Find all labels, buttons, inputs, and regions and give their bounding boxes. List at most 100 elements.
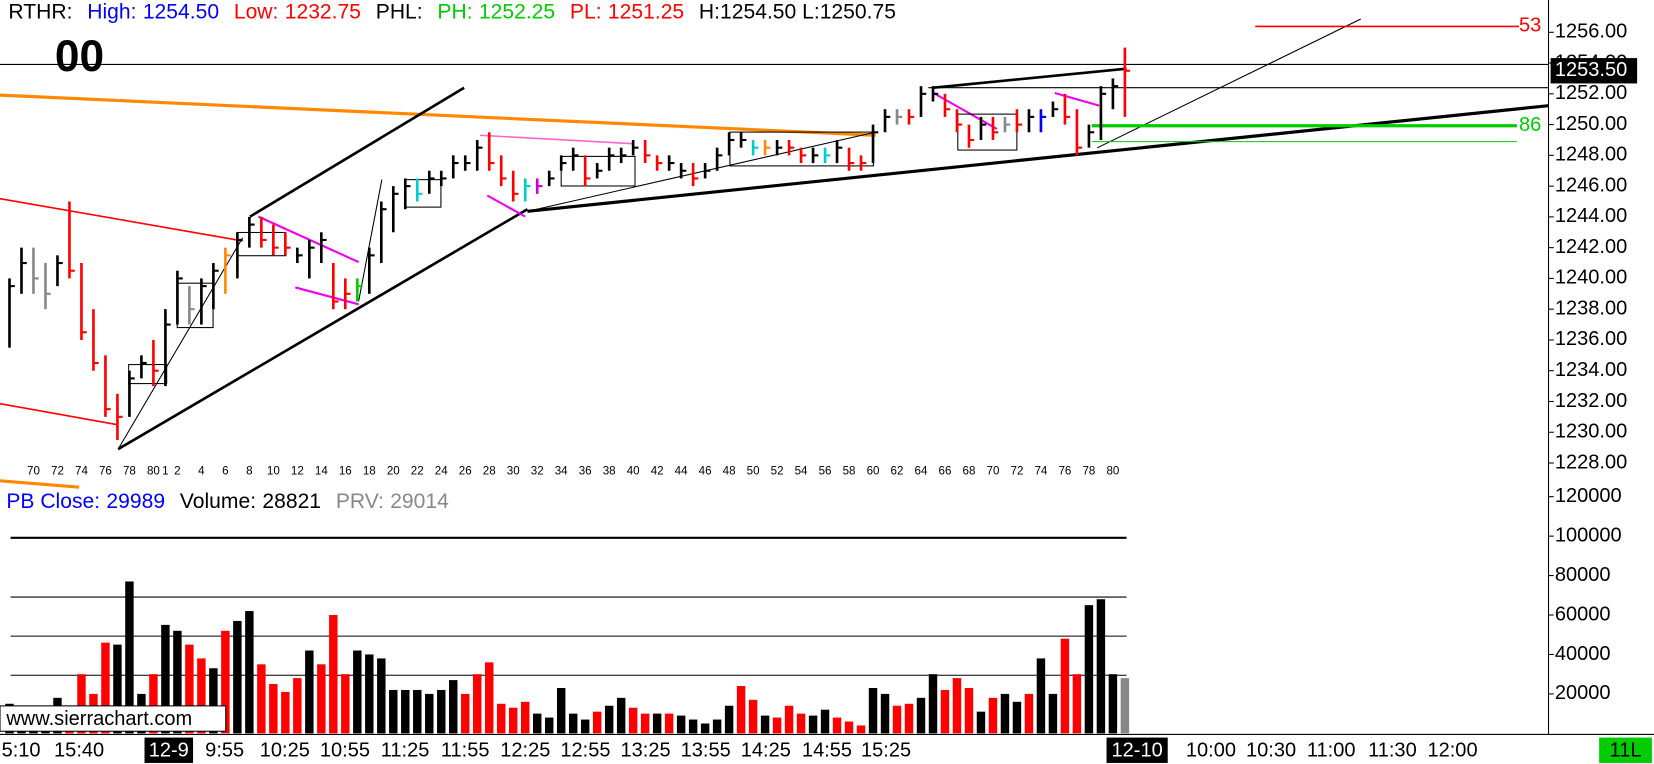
price-bar [559,155,567,171]
price-bar [835,139,843,164]
volume-bar [808,715,818,734]
price-bar [391,186,399,233]
price-bar [535,178,543,194]
x-tick-label: 10 [267,464,280,477]
header-text: PRV: [336,490,384,513]
volume-bar [485,662,494,734]
header-text: 1254.50 [143,0,219,23]
x-tick-label: 28 [483,464,496,477]
price-bar [955,109,963,133]
volume-bar [988,697,998,734]
header-text: 28821 [262,490,321,513]
volume-bar [473,674,482,734]
price-bar [475,139,483,171]
volume-bar [449,680,458,734]
time-label: 11:55 [441,740,490,762]
x-tick-label: 32 [531,464,544,477]
price-bar [847,147,855,171]
x-tick-label: 18 [363,464,376,477]
trend-line [249,86,465,218]
price-bar [607,147,615,171]
price-bar [403,178,411,210]
trend-line [0,479,80,489]
x-tick-label: 64 [915,464,928,477]
header-text: H:1254.50 L:1250.75 [699,0,896,23]
time-label: 14:55 [802,740,852,762]
price-bar [1027,109,1035,133]
volume-bar [976,711,986,734]
price-bar [248,216,255,248]
volume-bar [1120,678,1130,734]
volume-bar [233,620,242,734]
price-bar [619,147,627,164]
price-bar [691,163,699,187]
price-bar [152,339,159,387]
time-label: 13:25 [621,740,671,762]
volume-bar [532,713,542,734]
x-tick-label: 52 [771,464,784,477]
header-text: 29989 [106,490,165,513]
price-bar [751,139,759,156]
drawings [0,0,1654,735]
volume-bar [664,713,674,734]
volume-bar [544,717,554,734]
volume-bar [317,664,326,734]
price-bar [523,178,531,202]
header-text: PHL: [376,0,423,23]
wedge-line [258,215,360,264]
volume-bar [149,674,158,734]
price-bar [116,393,123,440]
price-bar [487,132,495,171]
wedge-line [479,134,633,145]
x-tick-label: 70 [987,464,1000,477]
x-tick-label: 44 [675,464,688,477]
volume-bar [1084,605,1094,734]
volume-bar [389,689,398,734]
price-bar [236,232,243,279]
volume-bar [269,684,278,734]
price-bar [427,170,435,194]
y-tick-label: 60000 [1555,603,1611,625]
channel-line [0,402,119,426]
volume-bar [736,686,746,734]
x-tick-label: 6 [222,464,228,477]
volume-bar [197,658,206,734]
counter: 00 [55,32,104,81]
volume-bar [628,707,638,734]
volume-bar [1048,693,1058,734]
volume-bar [652,713,662,734]
y-tick-label: 1228.00 [1555,451,1627,473]
volume-bar [964,687,974,734]
x-tick-label: 54 [795,464,808,477]
watermark-box [0,705,227,732]
price-bar [823,147,831,164]
corner-label: 11L [1610,740,1642,762]
price-bar [260,216,267,248]
price-bar [1039,109,1047,133]
trend-line [527,131,876,212]
x-tick-label: 22 [411,464,424,477]
price-bar [379,201,387,264]
time-label: 11:00 [1307,740,1356,762]
price-bar [1063,93,1071,125]
trend-line [0,93,876,137]
price-bar [763,139,771,156]
volume-bar [293,678,302,734]
wedge-line [1054,91,1100,107]
x-tick-label: 72 [51,464,64,477]
volume-bar [1024,693,1034,734]
x-tick-label: 40 [627,464,640,477]
price-bar [799,147,807,164]
x-tick-label: 30 [507,464,520,477]
price-bar [128,370,135,417]
volume-bar [928,674,938,734]
price-bar [212,263,219,310]
price-bar [583,155,591,187]
volume-bar [341,674,350,734]
price-bar [631,139,639,156]
x-tick-label: 80 [147,464,160,477]
volume-bar [1036,658,1046,734]
header-text: 1252.25 [479,0,555,23]
volume-bar [305,650,314,734]
